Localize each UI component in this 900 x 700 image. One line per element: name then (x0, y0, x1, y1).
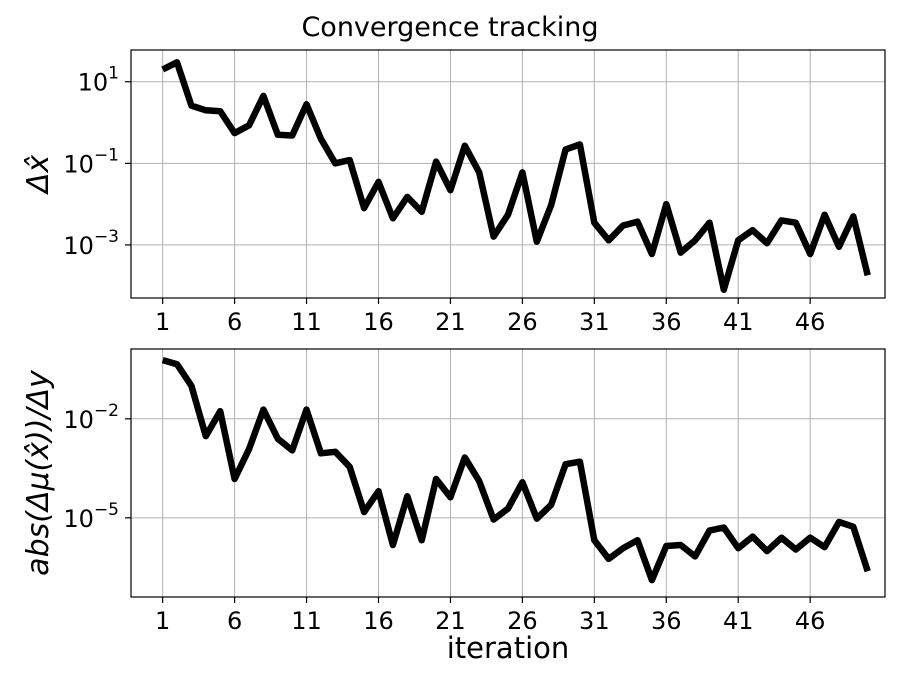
y-tick-label: 10−3 (63, 227, 119, 260)
axes-frame-top (130, 49, 886, 299)
series-line-top (161, 59, 871, 293)
y-tick-label: 10−5 (63, 500, 119, 533)
x-axis-label: iteration (447, 631, 570, 665)
x-tick-label: 46 (795, 607, 826, 635)
x-tick-label: 26 (507, 607, 538, 635)
y-axis-label-top: Δx̂ (21, 155, 56, 196)
grid-bottom (131, 349, 885, 597)
y-tick-label: 10−1 (63, 145, 119, 178)
y-tick-label: 101 (78, 64, 119, 97)
series-layer-bottom (161, 356, 871, 584)
series-line-bottom (161, 356, 871, 584)
figure-title: Convergence tracking (301, 12, 598, 43)
x-tick-labels-top: 1 6 11 16 21 26 31 36 41 46 (155, 308, 825, 336)
x-tick-label: 46 (795, 308, 826, 336)
series-layer-top (161, 59, 871, 293)
y-tick-labels-bottom: 10−2 10−5 (63, 401, 119, 533)
y-tick-label: 10−2 (63, 401, 119, 434)
y-axis-label-bottom: abs(Δμ(x̂))/Δy (21, 369, 56, 576)
x-tick-labels-bottom: 1 6 11 16 21 26 31 36 41 46 (155, 607, 825, 635)
x-tick-label: 1 (155, 607, 170, 635)
x-tick-label: 36 (651, 607, 682, 635)
x-tick-label: 11 (291, 308, 322, 336)
x-tick-label: 16 (363, 308, 394, 336)
x-tick-label: 41 (723, 308, 754, 336)
axes-frame-bottom (130, 348, 886, 598)
x-tick-label: 21 (435, 607, 466, 635)
x-tick-label: 1 (155, 308, 170, 336)
x-tick-label: 41 (723, 607, 754, 635)
x-tick-label: 36 (651, 308, 682, 336)
x-tick-label: 11 (291, 607, 322, 635)
x-tick-label: 6 (227, 607, 242, 635)
y-tick-labels-top: 101 10−1 10−3 (63, 64, 119, 260)
x-tick-label: 31 (579, 607, 610, 635)
x-tick-label: 16 (363, 607, 394, 635)
x-tick-label: 31 (579, 308, 610, 336)
grid-top (131, 50, 885, 298)
x-tick-label: 26 (507, 308, 538, 336)
x-tick-label: 6 (227, 308, 242, 336)
x-tick-label: 21 (435, 308, 466, 336)
subplot-bottom: 1 6 11 16 21 26 31 36 41 46 10−210−5 abs(Δμ(x̂))/… (21, 348, 886, 635)
